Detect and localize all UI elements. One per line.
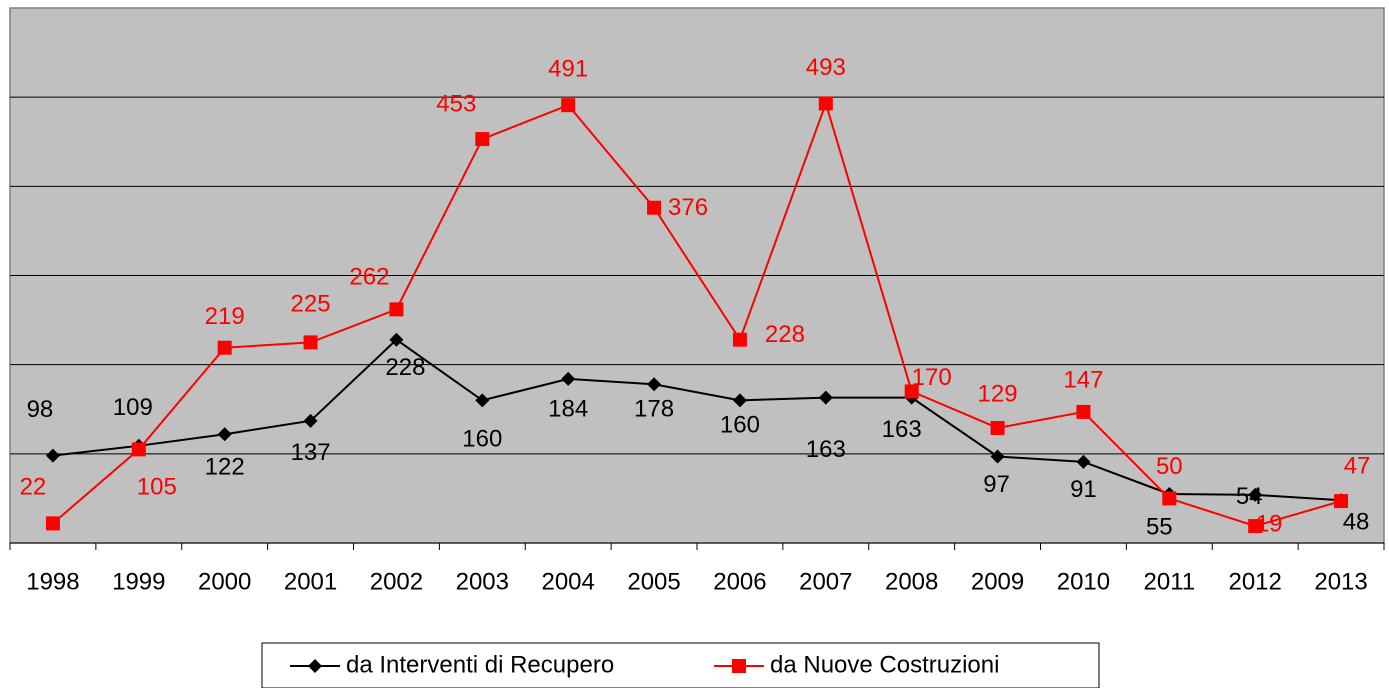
point bbox=[1334, 494, 1349, 509]
data-label: 129 bbox=[978, 380, 1018, 407]
point bbox=[818, 390, 833, 405]
point bbox=[45, 516, 60, 531]
point bbox=[561, 98, 576, 113]
data-label: 170 bbox=[912, 364, 952, 391]
data-label: 109 bbox=[113, 394, 153, 421]
data-label: 48 bbox=[1343, 509, 1370, 536]
data-label: 47 bbox=[1344, 452, 1371, 479]
data-label: 491 bbox=[548, 56, 588, 83]
data-label: 178 bbox=[634, 396, 674, 423]
data-label: 262 bbox=[349, 264, 389, 291]
data-label: 225 bbox=[291, 291, 331, 318]
data-label: 228 bbox=[765, 321, 805, 348]
data-label: 22 bbox=[20, 474, 47, 501]
data-label: 122 bbox=[205, 454, 245, 481]
series-line bbox=[52, 338, 1342, 502]
legend-label: da Nuove Costruzioni bbox=[770, 651, 999, 678]
data-label: 137 bbox=[291, 439, 331, 466]
x-tick-label: 2003 bbox=[456, 568, 509, 595]
point bbox=[1248, 487, 1263, 502]
x-tick-label: 1999 bbox=[112, 568, 165, 595]
point bbox=[904, 384, 919, 399]
data-label: 54 bbox=[1236, 483, 1263, 510]
legend-marker bbox=[732, 659, 746, 673]
data-label: 50 bbox=[1156, 453, 1183, 480]
x-tick-label: 2011 bbox=[1144, 568, 1196, 595]
point bbox=[818, 96, 833, 111]
point bbox=[303, 413, 318, 428]
x-tick-label: 2006 bbox=[713, 568, 766, 595]
point bbox=[303, 335, 318, 350]
x-tick-label: 2001 bbox=[284, 568, 337, 595]
point bbox=[1076, 454, 1091, 469]
x-tick-label: 2012 bbox=[1228, 568, 1281, 595]
point bbox=[475, 393, 490, 408]
point bbox=[389, 302, 404, 317]
data-label: 163 bbox=[806, 436, 846, 463]
point bbox=[1076, 404, 1091, 419]
point bbox=[732, 393, 747, 408]
series-line bbox=[52, 100, 1342, 528]
x-tick-label: 2004 bbox=[541, 568, 594, 595]
data-label: 98 bbox=[27, 396, 54, 423]
point bbox=[561, 371, 576, 386]
data-label: 160 bbox=[462, 426, 502, 453]
point bbox=[45, 448, 60, 463]
point bbox=[1248, 519, 1263, 534]
x-tick-label: 2007 bbox=[799, 568, 852, 595]
data-label: 105 bbox=[137, 474, 177, 501]
legend bbox=[261, 642, 1100, 689]
x-tick-label: 2010 bbox=[1057, 568, 1110, 595]
data-label: 376 bbox=[668, 194, 708, 221]
data-label: 184 bbox=[548, 395, 588, 422]
data-label: 97 bbox=[983, 471, 1010, 498]
data-label: 160 bbox=[720, 412, 760, 439]
data-label: 55 bbox=[1146, 513, 1173, 540]
x-tick-label: 2002 bbox=[370, 568, 423, 595]
point bbox=[990, 420, 1005, 435]
x-tick-label: 2008 bbox=[885, 568, 938, 595]
x-tick-label: 1998 bbox=[26, 568, 79, 595]
x-tick-label: 2013 bbox=[1314, 568, 1367, 595]
point bbox=[217, 427, 232, 442]
data-label: 228 bbox=[385, 354, 425, 381]
point bbox=[475, 132, 490, 147]
data-label: 163 bbox=[882, 416, 922, 443]
legend-label: da Interventi di Recupero bbox=[346, 651, 614, 678]
point bbox=[647, 200, 662, 215]
x-tick-label: 2009 bbox=[971, 568, 1024, 595]
data-label: 219 bbox=[205, 303, 245, 330]
data-label: 147 bbox=[1063, 366, 1103, 393]
point bbox=[990, 449, 1005, 464]
point bbox=[732, 332, 747, 347]
data-label: 91 bbox=[1070, 476, 1097, 503]
legend-marker bbox=[308, 659, 322, 673]
point bbox=[131, 442, 146, 457]
point bbox=[1162, 491, 1177, 506]
data-label: 453 bbox=[436, 90, 476, 117]
point bbox=[647, 377, 662, 392]
x-tick-label: 2005 bbox=[627, 568, 680, 595]
x-tick-label: 2000 bbox=[198, 568, 251, 595]
data-label: 493 bbox=[806, 54, 846, 81]
data-label: 19 bbox=[1256, 510, 1283, 537]
point bbox=[217, 340, 232, 355]
point bbox=[389, 332, 404, 347]
